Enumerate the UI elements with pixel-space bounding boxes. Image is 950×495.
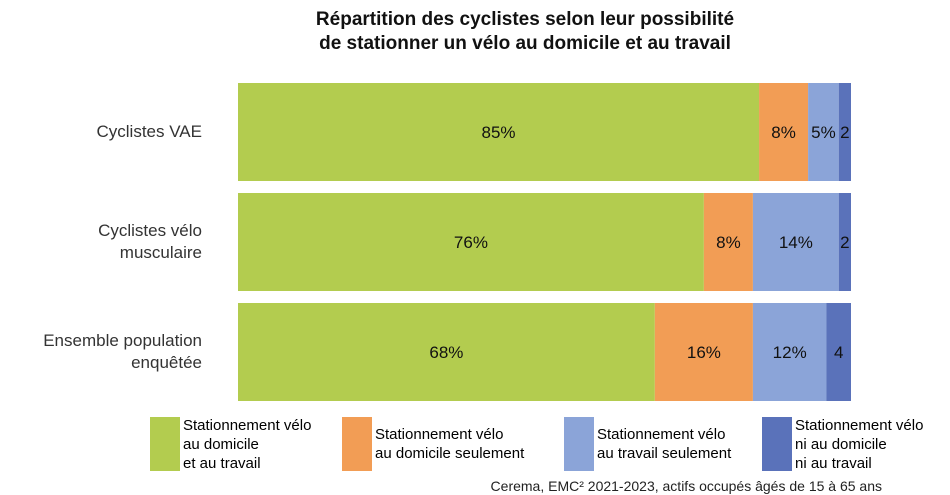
data-label-3-3: 12% (773, 343, 807, 362)
category-label-line: musculaire (119, 243, 202, 262)
data-label-2-3: 14% (779, 233, 813, 252)
category-label-line: Ensemble population (43, 331, 202, 350)
chart-title-line-2: de stationner un vélo au domicile et au … (319, 33, 731, 54)
legend-label-line: Stationnement vélo (795, 416, 924, 434)
data-label-1-4: 2 (840, 123, 849, 142)
legend-swatch (564, 417, 594, 471)
category-label-line: Cyclistes vélo (98, 221, 202, 240)
chart-title-line-1: Répartition des cyclistes selon leur pos… (315, 9, 735, 30)
category-label-1: Cyclistes VAE (97, 121, 203, 143)
data-label-3-4: 4 (834, 343, 843, 362)
bar-segment-3-1 (238, 303, 655, 401)
bar-segment-2-1 (238, 193, 704, 291)
legend-label-line: et au travail (183, 454, 261, 472)
bar-segment-3-4 (826, 303, 851, 401)
data-label-1-2: 8% (771, 123, 796, 142)
bar-segment-3-2 (654, 303, 753, 401)
legend-label-line: ni au travail (795, 454, 872, 472)
category-label-2: Cyclistes vélo musculaire (98, 220, 202, 264)
legend-label-line: Stationnement vélo (597, 426, 726, 443)
data-label-3-2: 16% (687, 343, 721, 362)
legend-label-line: au domicile (183, 435, 259, 453)
bar-segment-2-3 (752, 193, 839, 291)
bar-segment-2-2 (703, 193, 753, 291)
legend-label-line: Stationnement vélo (375, 426, 504, 443)
source-note: Cerema, EMC² 2021-2023, actifs occupés â… (490, 478, 882, 494)
legend-label: Stationnement vélo ni au domicile ni au tr… (795, 416, 923, 473)
bar-segment-2-4 (838, 193, 851, 291)
bar-segment-3-3 (752, 303, 827, 401)
data-label-3-1: 68% (429, 343, 463, 362)
bar-segment-1-2 (759, 83, 809, 181)
chart-title: Répartition des cyclistes selon leur pos… (200, 8, 850, 56)
legend-label-line: au travail seulement (597, 445, 732, 462)
legend-swatch (342, 417, 372, 471)
bar-segment-1-1 (238, 83, 760, 181)
category-label-line: enquêtée (131, 353, 202, 372)
category-label-line: Cyclistes VAE (96, 122, 203, 141)
data-label-1-1: 85% (482, 123, 516, 142)
data-label-2-1: 76% (454, 233, 488, 252)
legend-swatch (762, 417, 792, 471)
data-label-2-2: 8% (716, 233, 741, 252)
data-label-2-4: 2 (840, 233, 849, 252)
legend-swatch (150, 417, 180, 471)
legend-label: Stationnement vélo au travail seulement (597, 425, 731, 463)
legend-label-line: au domicile seulement (375, 445, 525, 462)
data-label-1-3: 5% (811, 123, 836, 142)
legend-label-line: Stationnement vélo (183, 416, 312, 434)
legend-label-line: ni au domicile (795, 435, 887, 453)
bar-segment-1-3 (808, 83, 839, 181)
category-label-3: Ensemble population enquêtée (43, 330, 202, 374)
legend-label: Stationnement vélo au domicile seulement (375, 425, 524, 463)
legend-label: Stationnement vélo au domicile et au trava… (183, 416, 311, 473)
stacked-bar-chart: 85% 8% 5% 276% 8% 14% 268% 16% 12% 4 (238, 83, 851, 401)
bar-segment-1-4 (838, 83, 851, 181)
